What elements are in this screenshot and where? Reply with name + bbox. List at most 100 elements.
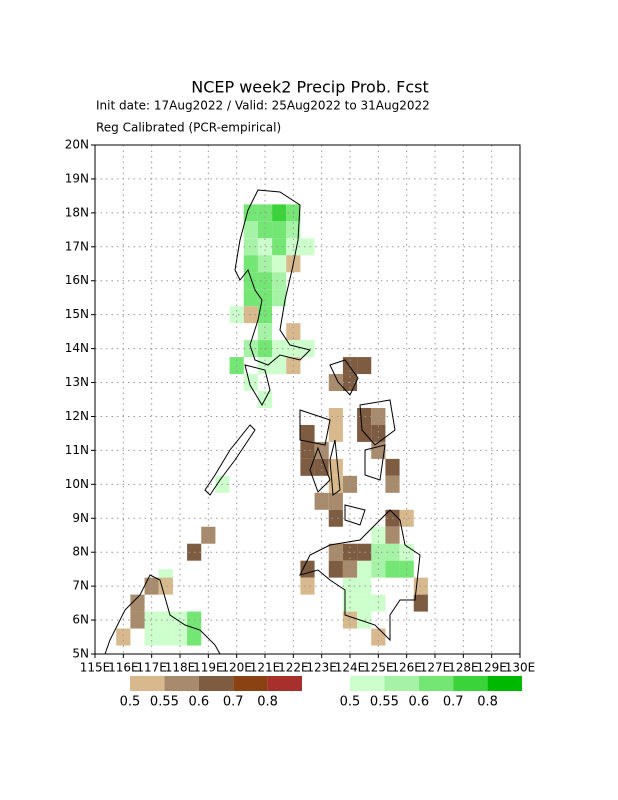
wet-cell	[158, 611, 173, 629]
x-tick-label: 118E	[165, 661, 196, 675]
dry-cell	[130, 611, 145, 629]
dry-cell	[158, 577, 173, 595]
wet-legend-swatch	[384, 676, 419, 691]
wet-cell	[371, 594, 386, 612]
dry-cell	[243, 306, 258, 324]
dry-cell	[300, 424, 315, 442]
wet-cell	[272, 289, 287, 307]
y-tick-label: 17N	[65, 239, 89, 253]
dry-cell	[371, 628, 386, 646]
wet-legend-label: 0.55	[370, 695, 399, 710]
wet-legend-swatch	[453, 676, 488, 691]
wet-legend-swatch	[418, 676, 454, 691]
y-tick-label: 5N	[72, 647, 89, 661]
y-tick-label: 19N	[65, 171, 89, 185]
wet-cell	[300, 340, 315, 358]
dry-legend-swatch	[267, 676, 302, 691]
x-tick-label: 119E	[193, 661, 224, 675]
wet-cell	[272, 204, 287, 222]
cells	[116, 204, 428, 646]
wet-cell	[257, 255, 273, 273]
dry-cell	[413, 594, 428, 612]
dry-cell	[201, 526, 216, 544]
dry-cell	[328, 407, 343, 425]
wet-cell	[243, 272, 258, 290]
wet-cell	[272, 272, 287, 290]
dry-cell	[399, 509, 414, 527]
grid	[91, 144, 521, 658]
dry-cell	[328, 509, 343, 527]
wet-cell	[371, 526, 386, 544]
dry-cell	[314, 458, 329, 476]
wet-cell	[172, 611, 188, 629]
y-tick-label: 12N	[65, 409, 89, 423]
plot-frame	[94, 144, 521, 655]
wet-cell	[272, 221, 287, 239]
wet-cell	[243, 204, 258, 222]
wet-cell	[357, 560, 372, 578]
wet-cell	[385, 560, 400, 578]
dry-legend-swatch	[198, 676, 234, 691]
dry-cell	[371, 424, 386, 442]
wet-cell	[257, 204, 273, 222]
x-tick-label: 126E	[391, 661, 422, 675]
wet-cell	[257, 323, 273, 341]
x-tick-label: 127E	[420, 661, 451, 675]
chart-note: Reg Calibrated (PCR-empirical)	[96, 121, 281, 135]
wet-cell	[172, 628, 188, 646]
dry-cell	[328, 560, 343, 578]
dry-cell	[314, 492, 329, 510]
y-tick-label: 13N	[65, 375, 89, 389]
dry-cell	[385, 458, 400, 476]
x-tick-label: 115E	[80, 661, 111, 675]
dry-legend-label: 0.5	[120, 695, 141, 710]
y-tick-label: 16N	[65, 273, 89, 287]
x-tick-label: 122E	[278, 661, 309, 675]
y-tick-label: 14N	[65, 341, 89, 355]
x-tick-label: 128E	[448, 661, 479, 675]
dry-cell	[300, 458, 315, 476]
wet-cell	[257, 238, 273, 256]
dry-cell	[130, 594, 145, 612]
wet-cell	[243, 238, 258, 256]
dry-cell	[300, 441, 315, 459]
dry-legend-swatch	[233, 676, 268, 691]
x-tick-label: 116E	[108, 661, 139, 675]
y-tick-label: 10N	[65, 477, 89, 491]
y-tick-label: 15N	[65, 307, 89, 321]
wet-legend-label: 0.8	[477, 695, 498, 710]
x-tick-label: 129E	[476, 661, 507, 675]
dry-cell	[328, 458, 343, 476]
y-tick-label: 11N	[65, 443, 89, 457]
wet-legend-swatch	[487, 676, 522, 691]
wet-cell	[357, 611, 372, 629]
wet-cell	[357, 577, 372, 595]
y-tick-label: 18N	[65, 205, 89, 219]
y-tick-label: 9N	[72, 511, 89, 525]
dry-legend-label: 0.8	[257, 695, 278, 710]
dry-cell	[328, 475, 343, 493]
wet-cell	[257, 272, 273, 290]
wet-cell	[272, 255, 287, 273]
dry-legend-swatch	[130, 676, 165, 691]
coastline	[104, 189, 421, 655]
dry-legend-label: 0.6	[188, 695, 209, 710]
wet-cell	[272, 340, 287, 358]
x-tick-label: 120E	[221, 661, 252, 675]
dry-cell	[286, 323, 301, 341]
wet-legend-label: 0.5	[340, 695, 361, 710]
wet-cell	[187, 628, 202, 646]
dry-cell	[116, 628, 131, 646]
dry-cell	[357, 357, 372, 375]
y-tick-label: 7N	[72, 579, 89, 593]
wet-cell	[158, 628, 173, 646]
wet-legend-label: 0.7	[443, 695, 464, 710]
dry-legend-swatch	[164, 676, 199, 691]
dry-cell	[328, 374, 343, 392]
wet-cell	[144, 611, 159, 629]
dry-cell	[357, 543, 372, 561]
dry-cell	[328, 492, 343, 510]
wet-cell	[257, 306, 273, 324]
wet-cell	[272, 357, 287, 375]
